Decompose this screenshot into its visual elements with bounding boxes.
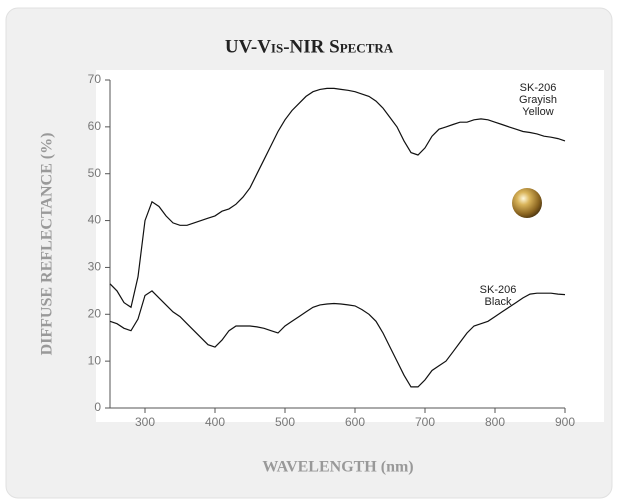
plot-background	[96, 70, 604, 422]
y-tick-label: 50	[88, 166, 102, 180]
x-axis-label: WAVELENGTH (nm)	[262, 459, 413, 476]
y-axis-label: DIFFUSE REFLECTANCE (%)	[39, 133, 56, 356]
x-tick-label: 900	[555, 415, 575, 429]
series-line	[109, 87, 566, 309]
x-tick-label: 600	[345, 415, 365, 429]
y-tick-label: 70	[88, 72, 102, 86]
x-tick-label: 800	[485, 415, 505, 429]
x-tick-label: 400	[205, 415, 225, 429]
y-tick-label: 20	[88, 306, 102, 320]
y-tick-label: 0	[94, 400, 101, 414]
series-line	[109, 290, 566, 388]
y-tick-label: 40	[88, 213, 102, 227]
x-tick-label: 500	[275, 415, 295, 429]
y-tick-label: 30	[88, 260, 102, 274]
series-label: SK-206 Grayish Yellow	[519, 82, 557, 118]
x-tick-label: 300	[135, 415, 155, 429]
y-tick-label: 60	[88, 119, 102, 133]
pearl-icon	[512, 188, 542, 218]
series-label: SK-206 Black	[480, 284, 517, 308]
chart-title: UV-Vis-NIR Spectra	[225, 36, 394, 57]
x-tick-label: 700	[415, 415, 435, 429]
y-tick-label: 10	[88, 353, 102, 367]
